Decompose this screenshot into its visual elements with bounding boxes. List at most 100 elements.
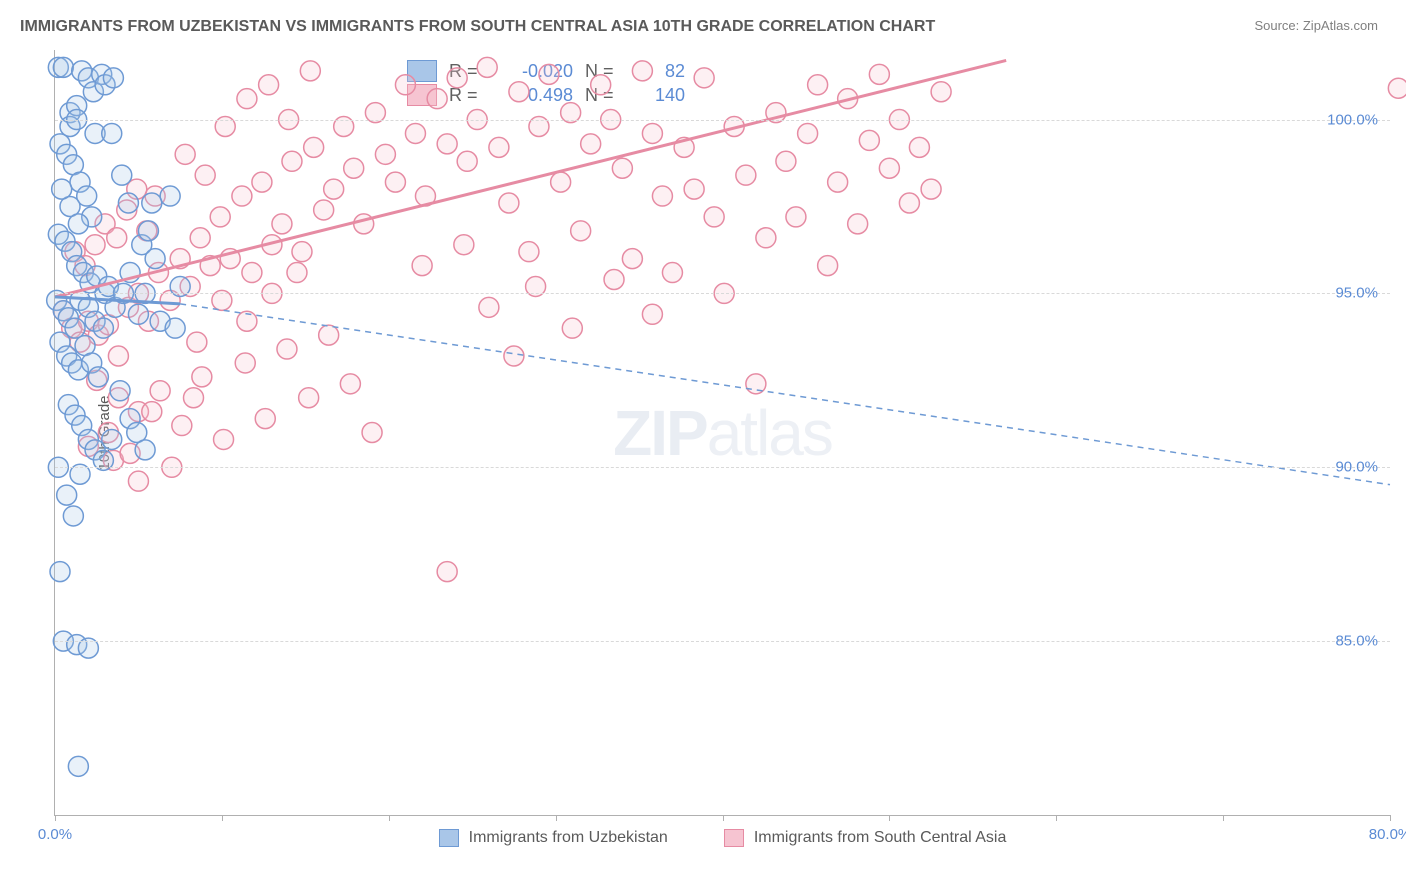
- scatter-point: [340, 374, 360, 394]
- legend-swatch-0b: [439, 829, 459, 847]
- scatter-point: [642, 304, 662, 324]
- scatter-point: [68, 756, 88, 776]
- scatter-point: [102, 429, 122, 449]
- scatter-point: [259, 75, 279, 95]
- scatter-point: [319, 325, 339, 345]
- scatter-point: [314, 200, 334, 220]
- x-tick: [1390, 815, 1391, 821]
- scatter-point: [184, 388, 204, 408]
- scatter-point: [479, 297, 499, 317]
- scatter-point: [128, 304, 148, 324]
- scatter-point: [385, 172, 405, 192]
- scatter-point: [612, 158, 632, 178]
- scatter-point: [412, 256, 432, 276]
- scatter-point: [53, 57, 73, 77]
- scatter-point: [287, 263, 307, 283]
- scatter-point: [562, 318, 582, 338]
- scatter-point: [859, 130, 879, 150]
- scatter-point: [931, 82, 951, 102]
- plot-area: 10th Grade ZIPatlas R = -0.020 N = 82 R …: [54, 50, 1390, 816]
- scatter-point: [110, 381, 130, 401]
- scatter-point: [292, 242, 312, 262]
- scatter-point: [499, 193, 519, 213]
- chart-svg: [55, 50, 1390, 815]
- y-tick-label: 100.0%: [1327, 111, 1378, 128]
- x-tick: [389, 815, 390, 821]
- gridline: [55, 120, 1390, 121]
- scatter-point: [362, 423, 382, 443]
- scatter-point: [272, 214, 292, 234]
- scatter-point: [237, 89, 257, 109]
- scatter-point: [344, 158, 364, 178]
- scatter-point: [108, 346, 128, 366]
- scatter-point: [160, 186, 180, 206]
- scatter-point: [622, 249, 642, 269]
- scatter-point: [909, 137, 929, 157]
- gridline: [55, 293, 1390, 294]
- scatter-point: [776, 151, 796, 171]
- scatter-point: [192, 367, 212, 387]
- scatter-point: [138, 221, 158, 241]
- scatter-point: [195, 165, 215, 185]
- scatter-point: [142, 193, 162, 213]
- scatter-point: [304, 137, 324, 157]
- x-tick-label: 0.0%: [38, 826, 72, 843]
- scatter-point: [165, 318, 185, 338]
- scatter-point: [581, 134, 601, 154]
- source-label: Source: ZipAtlas.com: [1254, 18, 1378, 33]
- scatter-point: [375, 144, 395, 164]
- scatter-point: [277, 339, 297, 359]
- scatter-point: [736, 165, 756, 185]
- scatter-point: [88, 367, 108, 387]
- scatter-point: [869, 64, 889, 84]
- x-tick: [222, 815, 223, 821]
- scatter-point: [300, 61, 320, 81]
- scatter-point: [798, 123, 818, 143]
- scatter-point: [118, 193, 138, 213]
- scatter-point: [235, 353, 255, 373]
- scatter-point: [1388, 78, 1406, 98]
- scatter-point: [539, 64, 559, 84]
- scatter-point: [128, 471, 148, 491]
- scatter-point: [63, 506, 83, 526]
- x-tick: [55, 815, 56, 821]
- scatter-point: [477, 57, 497, 77]
- scatter-point: [489, 137, 509, 157]
- scatter-point: [848, 214, 868, 234]
- scatter-point: [190, 228, 210, 248]
- scatter-point: [591, 75, 611, 95]
- scatter-point: [85, 235, 105, 255]
- gridline: [55, 641, 1390, 642]
- scatter-point: [684, 179, 704, 199]
- x-tick: [723, 815, 724, 821]
- scatter-point: [786, 207, 806, 227]
- legend-item-1: Immigrants from South Central Asia: [724, 829, 1007, 847]
- scatter-point: [632, 61, 652, 81]
- x-tick: [556, 815, 557, 821]
- scatter-point: [107, 228, 127, 248]
- scatter-point: [879, 158, 899, 178]
- scatter-point: [519, 242, 539, 262]
- y-tick-label: 90.0%: [1335, 459, 1378, 476]
- y-tick-label: 85.0%: [1335, 633, 1378, 650]
- scatter-point: [175, 144, 195, 164]
- chart-title: IMMIGRANTS FROM UZBEKISTAN VS IMMIGRANTS…: [20, 18, 935, 36]
- x-tick: [889, 815, 890, 821]
- scatter-point: [746, 374, 766, 394]
- scatter-point: [808, 75, 828, 95]
- scatter-point: [52, 179, 72, 199]
- scatter-point: [172, 416, 192, 436]
- scatter-point: [694, 68, 714, 88]
- scatter-point: [142, 402, 162, 422]
- scatter-point: [504, 346, 524, 366]
- scatter-point: [899, 193, 919, 213]
- scatter-point: [571, 221, 591, 241]
- scatter-point: [112, 165, 132, 185]
- scatter-point: [103, 68, 123, 88]
- scatter-point: [282, 151, 302, 171]
- scatter-point: [828, 172, 848, 192]
- y-tick-label: 95.0%: [1335, 285, 1378, 302]
- scatter-point: [135, 440, 155, 460]
- scatter-point: [150, 381, 170, 401]
- scatter-point: [395, 75, 415, 95]
